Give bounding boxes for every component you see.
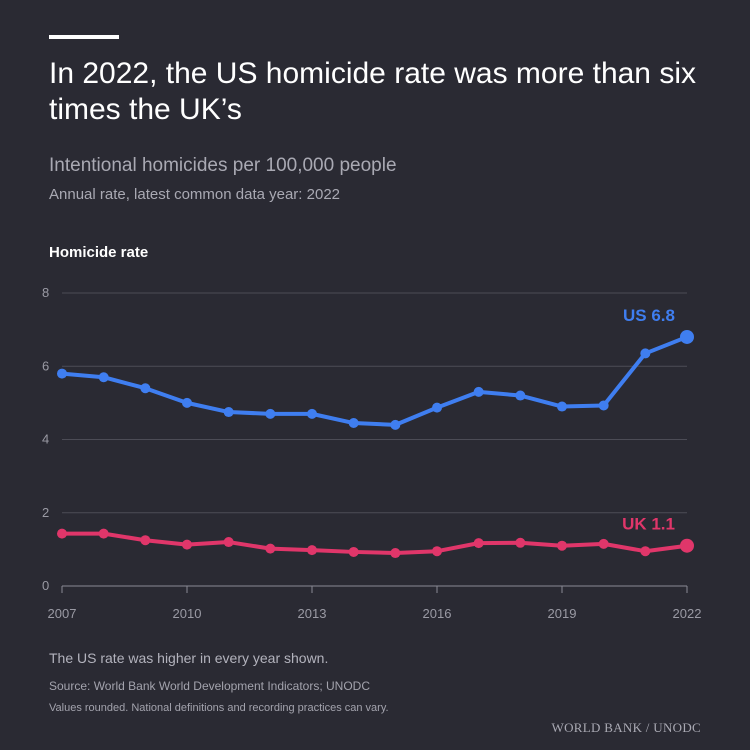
y-tick-label: 6 (42, 358, 49, 373)
data-point-us (680, 329, 694, 344)
data-point-us (348, 418, 359, 429)
end-label-uk: UK 1.1 (622, 515, 675, 534)
data-point-uk (390, 548, 401, 559)
series-uk (57, 528, 694, 559)
x-tick-label: 2019 (548, 606, 577, 621)
chart-title: In 2022, the US homicide rate was more t… (49, 57, 696, 126)
x-tick-labels: 2007 2010 2013 2016 2019 2022 (48, 586, 702, 621)
source-text: Source: World Bank World Development Ind… (49, 679, 371, 693)
data-point-uk (57, 528, 67, 539)
data-point-uk (515, 537, 526, 548)
data-point-uk (680, 538, 694, 553)
accent-rule (49, 35, 119, 39)
data-point-us (182, 397, 192, 408)
y-tick-labels: 0 2 4 6 8 (42, 285, 49, 593)
data-point-uk (140, 535, 151, 546)
data-point-uk (598, 538, 609, 549)
y-tick-label: 0 (42, 578, 49, 593)
x-tick-label: 2022 (673, 606, 702, 621)
y-tick-label: 2 (42, 505, 49, 520)
data-point-us (390, 419, 401, 430)
data-point-uk (348, 546, 359, 557)
data-point-us (98, 372, 109, 383)
data-point-uk (223, 537, 234, 548)
series-line-uk (60, 531, 689, 556)
data-point-uk (307, 545, 317, 556)
series-us (57, 329, 694, 430)
data-point-uk (432, 546, 442, 557)
line-chart: Homicide rate 0 2 4 6 8 2007 2010 2013 2016 2019… (42, 244, 702, 621)
x-tick-label: 2016 (423, 606, 452, 621)
x-tick-label: 2010 (173, 606, 202, 621)
x-tick-label: 2007 (48, 606, 77, 621)
data-point-uk (182, 539, 192, 550)
publisher-wordmark: WORLD BANK / UNODC (551, 720, 701, 735)
y-tick-label: 8 (42, 285, 49, 300)
data-point-uk (473, 538, 484, 549)
caveat-text: Values rounded. National definitions and… (49, 702, 389, 714)
data-point-uk (265, 543, 276, 554)
end-label-us: US 6.8 (623, 306, 675, 325)
gridlines (62, 292, 687, 587)
data-point-us (140, 383, 151, 394)
chart-subtitle: Intentional homicides per 100,000 people (49, 155, 397, 176)
data-point-us (515, 390, 526, 401)
data-point-us (640, 348, 651, 359)
data-point-us (432, 402, 442, 413)
x-tick-label: 2013 (298, 606, 327, 621)
y-axis-title: Homicide rate (49, 244, 148, 261)
data-point-us (557, 401, 567, 412)
data-point-us (57, 368, 67, 379)
data-point-us (223, 407, 234, 418)
data-point-us (265, 408, 276, 419)
data-point-uk (98, 528, 109, 539)
data-point-us (473, 386, 484, 397)
y-tick-label: 4 (42, 432, 49, 447)
end-labels: US 6.8 UK 1.1 (622, 306, 675, 534)
series-lines (57, 329, 694, 559)
data-point-uk (557, 540, 567, 551)
chart-note: The US rate was higher in every year sho… (49, 650, 329, 666)
data-point-us (307, 408, 317, 419)
chart-subsubtitle: Annual rate, latest common data year: 20… (49, 186, 341, 203)
data-point-uk (640, 546, 651, 557)
series-line-us (60, 334, 689, 427)
data-point-us (598, 400, 609, 411)
